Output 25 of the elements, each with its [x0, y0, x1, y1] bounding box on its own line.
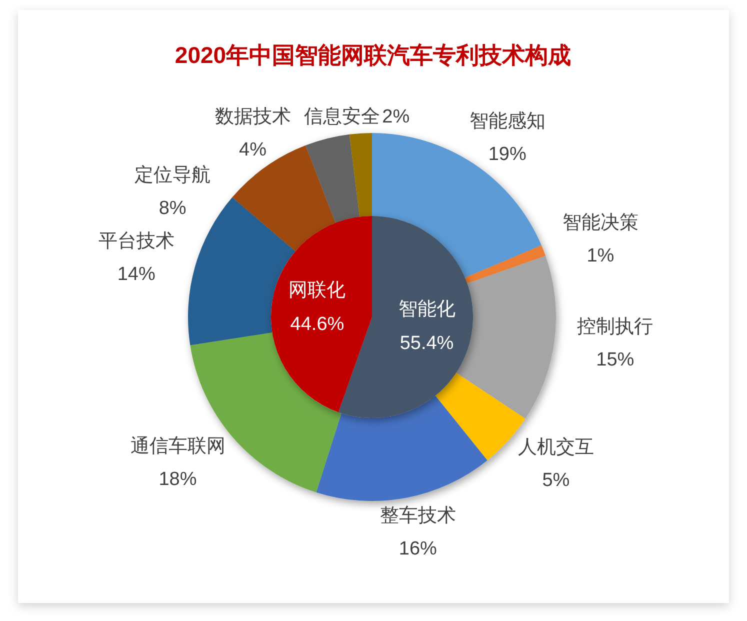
slice-label: 数据技术 — [214, 106, 291, 128]
data-label: 15% — [596, 349, 634, 370]
data-label: 4% — [239, 140, 267, 160]
chart-title: 2020年中国智能网联汽车专利技术构成 — [174, 42, 572, 68]
slice-label: 人机交互 — [518, 436, 594, 458]
slice-label: 整车技术 — [380, 506, 456, 527]
data-label: 16% — [398, 538, 438, 560]
slice-label: 智能化 — [398, 298, 456, 320]
data-label: 19% — [488, 144, 526, 165]
slice-label: 智能感知 — [469, 110, 546, 132]
slice-label: 信息安全 — [304, 106, 380, 128]
data-label: 14% — [117, 264, 156, 286]
slice-label: 平台技术 — [98, 231, 174, 252]
slice-label: 定位导航 — [134, 164, 211, 186]
slice-label: 控制执行 — [577, 316, 654, 338]
data-label: 18% — [158, 469, 197, 490]
slice-label: 智能决策 — [562, 212, 638, 234]
data-label: 8% — [158, 198, 186, 220]
slice-label: 通信车联网 — [130, 436, 226, 458]
slice-label: 网联化 — [288, 280, 346, 302]
data-label: 1% — [586, 245, 614, 266]
data-label: 5% — [542, 470, 570, 492]
data-label: 2% — [382, 106, 410, 128]
data-label: 55.4% — [400, 332, 454, 354]
data-label: 44.6% — [290, 314, 344, 336]
